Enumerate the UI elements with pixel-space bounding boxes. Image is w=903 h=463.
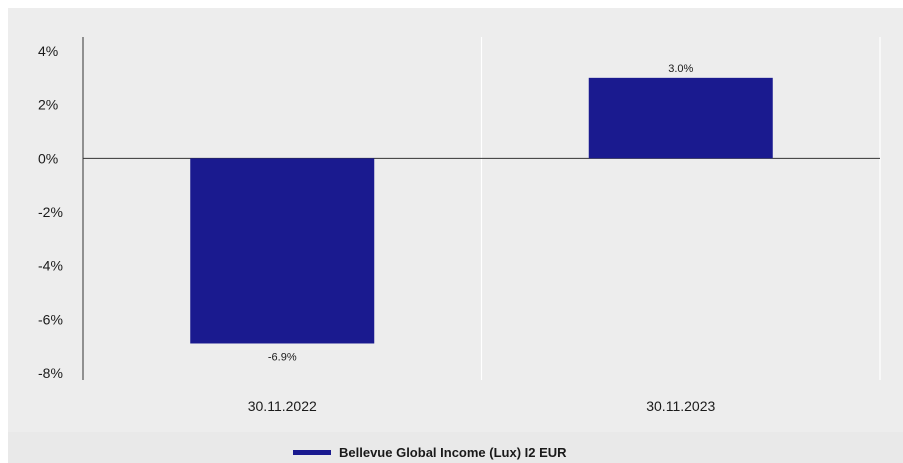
y-tick-label: -4% bbox=[38, 258, 63, 274]
y-tick-label: 4% bbox=[38, 43, 58, 59]
legend-label: Bellevue Global Income (Lux) I2 EUR bbox=[339, 445, 567, 460]
bar bbox=[190, 158, 375, 344]
data-label: -6.9% bbox=[268, 351, 297, 363]
y-tick-label: -2% bbox=[38, 204, 63, 220]
grid-layer bbox=[480, 37, 881, 380]
x-tick-label: 30.11.2022 bbox=[248, 398, 317, 414]
bar bbox=[588, 77, 773, 159]
bar-layer bbox=[190, 77, 773, 344]
label-layer: 4% 2% 0% -2% -4% -6% -8% -6.9% 30.11.2022 3.0% 30.… bbox=[38, 43, 715, 414]
data-label: 3.0% bbox=[668, 63, 693, 75]
legend: Bellevue Global Income (Lux) I2 EUR bbox=[293, 445, 567, 460]
legend-swatch bbox=[293, 450, 331, 455]
y-tick-label: 2% bbox=[38, 97, 58, 113]
y-tick-label: 0% bbox=[38, 150, 58, 166]
x-tick-label: 30.11.2023 bbox=[646, 398, 715, 414]
y-tick-label: -6% bbox=[38, 311, 63, 327]
legend-strip bbox=[8, 432, 903, 463]
chart-background bbox=[8, 8, 903, 463]
y-tick-label: -8% bbox=[38, 365, 63, 381]
